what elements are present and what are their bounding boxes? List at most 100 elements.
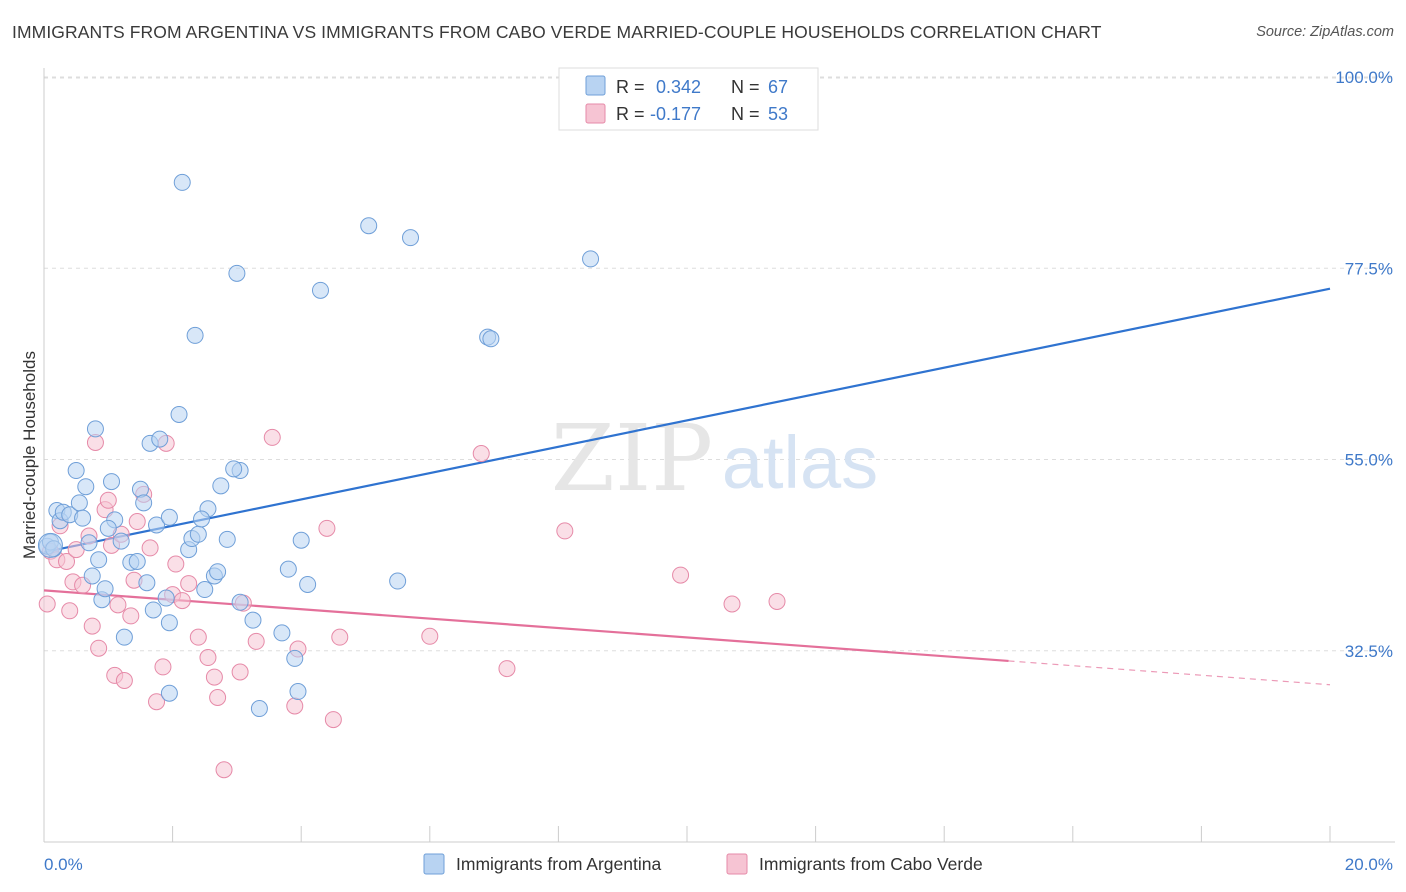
point-caboverde xyxy=(723,595,741,613)
point-argentina xyxy=(228,264,246,282)
point-argentina xyxy=(209,563,227,581)
point-argentina xyxy=(80,534,98,552)
point-caboverde xyxy=(58,553,76,570)
point-caboverde xyxy=(189,628,207,646)
x-tick-labels: 0.0% 20.0% xyxy=(44,855,1393,874)
point-caboverde xyxy=(209,689,227,706)
point-argentina xyxy=(231,593,249,611)
point-argentina xyxy=(299,575,317,593)
watermark-atlas: atlas xyxy=(722,421,878,504)
point-caboverde xyxy=(180,575,198,593)
point-argentina xyxy=(286,649,304,667)
point-caboverde xyxy=(38,595,56,613)
point-argentina xyxy=(135,494,153,512)
watermark-zip: ZIP xyxy=(551,405,713,512)
point-argentina xyxy=(170,405,188,423)
legend-swatch-caboverde xyxy=(726,853,748,875)
point-argentina xyxy=(389,572,407,590)
point-caboverde xyxy=(331,628,349,646)
point-caboverde xyxy=(167,555,185,573)
point-caboverde xyxy=(318,519,336,537)
point-argentina xyxy=(86,420,104,438)
legend-label-argentina: Immigrants from Argentina xyxy=(456,854,661,874)
point-caboverde xyxy=(148,693,166,711)
y-tick-label: 55.0% xyxy=(1345,451,1393,470)
point-argentina xyxy=(311,281,329,299)
point-argentina xyxy=(138,574,156,592)
y-tick-label: 32.5% xyxy=(1345,642,1393,661)
point-argentina xyxy=(273,624,291,642)
y-tick-label: 77.5% xyxy=(1345,259,1393,278)
legend-label-caboverde: Immigrants from Cabo Verde xyxy=(759,854,983,874)
point-argentina xyxy=(96,580,114,598)
point-caboverde xyxy=(199,649,217,667)
point-argentina xyxy=(77,478,95,496)
point-caboverde xyxy=(122,607,140,625)
point-caboverde xyxy=(556,522,574,540)
point-argentina xyxy=(128,553,146,570)
point-argentina xyxy=(112,532,130,550)
stats-n-label-2: N = xyxy=(731,104,760,124)
point-caboverde xyxy=(472,445,490,463)
point-argentina xyxy=(160,508,178,526)
y-axis-title: Married-couple Households xyxy=(20,351,39,559)
point-argentina xyxy=(67,462,85,480)
point-caboverde xyxy=(99,491,117,509)
point-argentina xyxy=(244,611,262,629)
point-argentina xyxy=(37,532,63,558)
point-caboverde xyxy=(231,663,249,681)
point-argentina xyxy=(250,700,268,718)
source-note: Source: ZipAtlas.com xyxy=(1256,24,1394,40)
point-caboverde xyxy=(90,639,108,657)
point-argentina xyxy=(160,614,178,632)
point-argentina xyxy=(196,581,214,599)
chart-title: IMMIGRANTS FROM ARGENTINA VS IMMIGRANTS … xyxy=(12,22,1102,42)
point-caboverde xyxy=(115,672,133,689)
point-caboverde xyxy=(154,658,172,676)
trend-line-argentina xyxy=(43,287,1331,554)
axes xyxy=(43,68,1395,843)
point-argentina xyxy=(193,510,211,528)
point-argentina xyxy=(70,494,88,512)
stats-r-value-1: 0.342 xyxy=(656,77,701,97)
point-argentina xyxy=(582,250,600,268)
point-caboverde xyxy=(128,513,146,531)
point-argentina xyxy=(225,460,243,478)
legend-swatch-argentina xyxy=(423,853,445,875)
point-caboverde xyxy=(498,660,516,678)
point-argentina xyxy=(292,531,310,549)
point-argentina xyxy=(212,477,230,495)
point-argentina xyxy=(360,217,378,235)
point-caboverde xyxy=(324,711,342,729)
watermark: ZIP atlas xyxy=(551,405,878,512)
stats-r-label-1: R = xyxy=(616,77,645,97)
stats-legend: R = 0.342 N = 67 R = -0.177 N = 53 xyxy=(558,67,819,131)
point-argentina xyxy=(482,330,500,348)
stats-n-value-2: 53 xyxy=(768,104,788,124)
point-caboverde xyxy=(205,668,223,686)
point-argentina xyxy=(90,551,108,569)
stats-n-value-1: 67 xyxy=(768,77,788,97)
point-argentina xyxy=(151,430,169,448)
point-argentina xyxy=(74,509,92,527)
gridlines xyxy=(44,76,1395,652)
point-argentina xyxy=(218,530,236,548)
point-argentina xyxy=(173,173,191,191)
data-points xyxy=(37,173,786,779)
point-argentina xyxy=(279,560,297,578)
point-argentina xyxy=(157,589,175,607)
stats-legend-swatch-argentina xyxy=(585,75,606,96)
trend-line-caboverde xyxy=(43,589,1009,663)
point-argentina xyxy=(189,525,207,543)
point-argentina xyxy=(144,601,162,619)
point-caboverde xyxy=(109,596,127,614)
point-caboverde xyxy=(141,539,159,557)
point-caboverde xyxy=(286,697,304,715)
point-argentina xyxy=(402,229,420,247)
point-argentina xyxy=(160,684,178,702)
point-caboverde xyxy=(263,428,281,446)
point-caboverde xyxy=(672,566,690,584)
point-argentina xyxy=(103,473,121,491)
point-argentina xyxy=(148,516,166,534)
